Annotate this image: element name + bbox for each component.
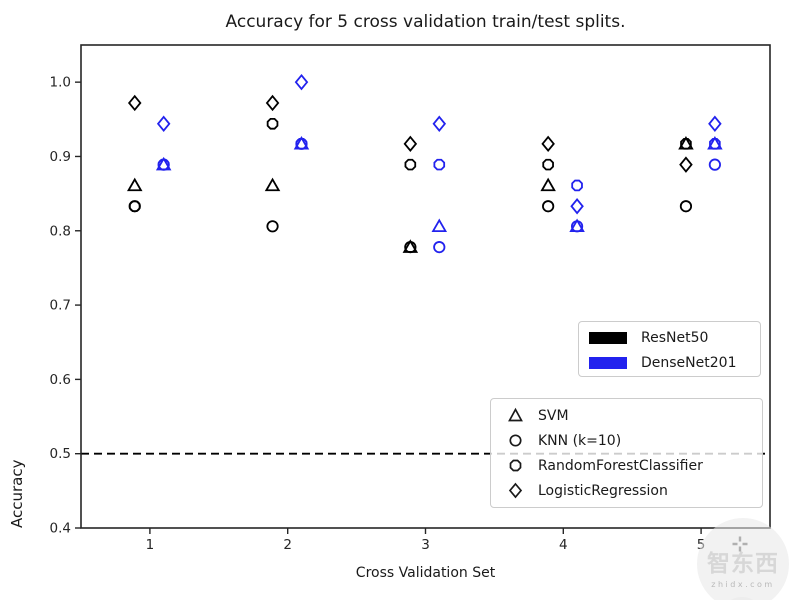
data-point-octagon bbox=[680, 138, 692, 150]
randomforest-octagon-icon bbox=[509, 459, 522, 472]
x-axis-label: Cross Validation Set bbox=[355, 565, 496, 581]
legend-row-densenet201: DenseNet201 bbox=[589, 350, 750, 375]
data-point-circle bbox=[433, 241, 446, 254]
knn-circle-icon bbox=[509, 434, 522, 447]
y-tick-label: 1.0 bbox=[50, 75, 71, 91]
data-point-diamond bbox=[156, 115, 171, 132]
resnet50-color-patch bbox=[589, 331, 627, 344]
y-tick-label: 0.9 bbox=[50, 149, 71, 165]
y-tick-label: 0.5 bbox=[50, 446, 71, 462]
legend-row-knn: KNN (k=10) bbox=[499, 428, 754, 453]
data-point-octagon bbox=[433, 158, 446, 171]
data-point-octagon bbox=[709, 138, 721, 150]
data-point-octagon bbox=[266, 117, 279, 130]
legend-label-randomforest: RandomForestClassifier bbox=[538, 457, 703, 474]
logisticregression-diamond-icon bbox=[508, 482, 523, 499]
data-point-diamond bbox=[127, 94, 142, 112]
y-tick-label: 0.7 bbox=[50, 298, 71, 314]
data-point-circle bbox=[542, 200, 555, 213]
legend-row-randomforest: RandomForestClassifier bbox=[499, 453, 754, 478]
densenet201-color-patch bbox=[589, 356, 627, 369]
legend-row-logisticregression: LogisticRegression bbox=[499, 478, 754, 503]
plot-border bbox=[80, 44, 771, 529]
data-point-octagon bbox=[404, 158, 417, 171]
data-point-circle bbox=[708, 158, 721, 171]
data-point-octagon bbox=[295, 138, 308, 150]
data-point-diamond bbox=[403, 135, 418, 153]
y-axis-label: Accuracy bbox=[8, 459, 26, 528]
data-point-diamond bbox=[432, 115, 447, 132]
chart-title: Accuracy for 5 cross validation train/te… bbox=[225, 12, 626, 32]
y-tick-label: 0.4 bbox=[50, 521, 71, 537]
svm-triangle-icon bbox=[508, 407, 523, 422]
data-point-diamond bbox=[708, 115, 722, 132]
legend-label-knn: KNN (k=10) bbox=[538, 432, 622, 449]
data-point-triangle bbox=[431, 218, 448, 233]
legend-label-svm: SVM bbox=[538, 407, 569, 424]
legend-label-logisticregression: LogisticRegression bbox=[538, 482, 668, 499]
x-tick-label: 1 bbox=[146, 537, 155, 553]
data-point-circle bbox=[266, 220, 279, 233]
x-tick-label: 3 bbox=[421, 537, 430, 553]
data-point-octagon bbox=[542, 158, 554, 171]
data-point-octagon bbox=[128, 200, 141, 213]
x-tick-label: 4 bbox=[559, 537, 568, 553]
data-point-circle bbox=[404, 241, 417, 254]
data-point-triangle bbox=[540, 177, 556, 192]
legend-row-resnet50: ResNet50 bbox=[589, 325, 750, 350]
data-point-triangle bbox=[264, 177, 281, 192]
data-point-diamond bbox=[541, 135, 555, 153]
data-point-circle bbox=[570, 220, 584, 233]
y-tick-label: 0.8 bbox=[50, 223, 71, 239]
legend-row-svm: SVM bbox=[499, 403, 754, 428]
data-point-diamond bbox=[294, 73, 309, 91]
data-point-diamond bbox=[570, 198, 584, 215]
data-point-circle bbox=[679, 200, 693, 213]
x-tick-label: 2 bbox=[283, 537, 292, 553]
x-tick-label: 5 bbox=[697, 537, 706, 553]
data-point-triangle bbox=[126, 177, 143, 192]
data-point-octagon bbox=[157, 158, 170, 171]
legend-models: ResNet50 DenseNet201 bbox=[578, 321, 761, 377]
data-point-diamond bbox=[679, 156, 693, 173]
data-point-octagon bbox=[571, 179, 583, 192]
legend-label-densenet201: DenseNet201 bbox=[641, 354, 737, 371]
legend-classifiers: SVM KNN (k=10) RandomForestClassifier Lo… bbox=[490, 398, 763, 508]
data-point-diamond bbox=[265, 94, 280, 112]
y-tick-label: 0.6 bbox=[50, 372, 71, 388]
legend-label-resnet50: ResNet50 bbox=[641, 329, 709, 346]
